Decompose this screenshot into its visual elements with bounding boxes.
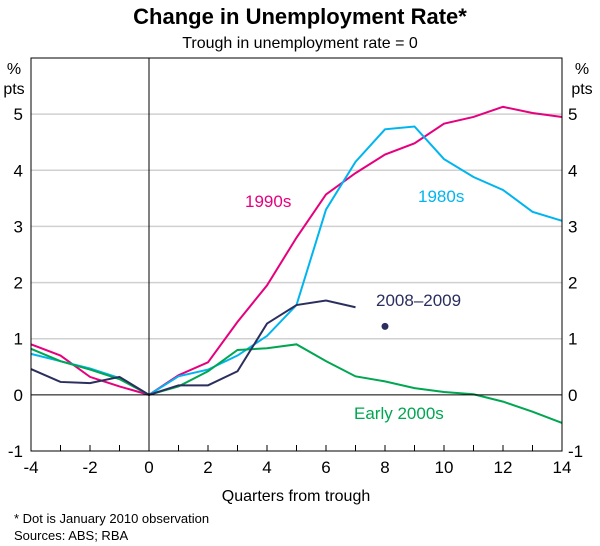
label-early-2000s: Early 2000s (354, 404, 444, 423)
x-tick-label: 2 (203, 458, 212, 477)
y-tick-label-right: 5 (568, 105, 577, 124)
series-line-1990s (30, 105, 563, 396)
series-line-1980s (30, 125, 563, 397)
label-2008-2009: 2008–2009 (376, 291, 461, 310)
label-1980s: 1980s (418, 187, 464, 206)
plot-frame (30, 57, 563, 452)
y-unit-right-1: % (575, 61, 589, 78)
y-tick-label-left: 1 (14, 330, 23, 349)
x-tick-label: 14 (553, 458, 572, 477)
sources: Sources: ABS; RBA (14, 528, 128, 543)
y-tick-label-right: 3 (568, 217, 577, 236)
x-tick-label: 10 (435, 458, 454, 477)
y-tick-label-right: 4 (568, 161, 577, 180)
series-line-2008-2009 (30, 299, 356, 396)
footnote: * Dot is January 2010 observation (14, 511, 209, 526)
y-tick-label-right: 0 (568, 386, 577, 405)
x-tick-label: 12 (494, 458, 513, 477)
y-tick-label-left: 0 (14, 386, 23, 405)
x-tick-label: -4 (23, 458, 38, 477)
chart-title: Change in Unemployment Rate* (133, 4, 467, 29)
series-line-early-2000s (30, 343, 563, 424)
x-axis-label: Quarters from trough (222, 488, 371, 505)
x-tick-label: -2 (82, 458, 97, 477)
january-2010-dot (381, 322, 389, 330)
x-tick-label: 6 (321, 458, 330, 477)
y-tick-label-left: 3 (14, 217, 23, 236)
x-tick-label: 4 (262, 458, 271, 477)
y-unit-left-1: % (7, 61, 21, 78)
y-tick-label-right: 1 (568, 330, 577, 349)
y-tick-label-right: -1 (568, 442, 583, 461)
y-tick-label-left: 5 (14, 105, 23, 124)
y-tick-label-left: 2 (14, 274, 23, 293)
y-tick-label-left: 4 (14, 161, 23, 180)
label-1990s: 1990s (245, 192, 291, 211)
x-tick-label: 0 (144, 458, 153, 477)
y-tick-label-right: 2 (568, 274, 577, 293)
y-unit-left-2: pts (3, 81, 24, 98)
x-tick-label: 8 (380, 458, 389, 477)
y-tick-label-left: -1 (8, 442, 23, 461)
y-unit-right-2: pts (571, 81, 592, 98)
chart-subtitle: Trough in unemployment rate = 0 (182, 35, 418, 52)
